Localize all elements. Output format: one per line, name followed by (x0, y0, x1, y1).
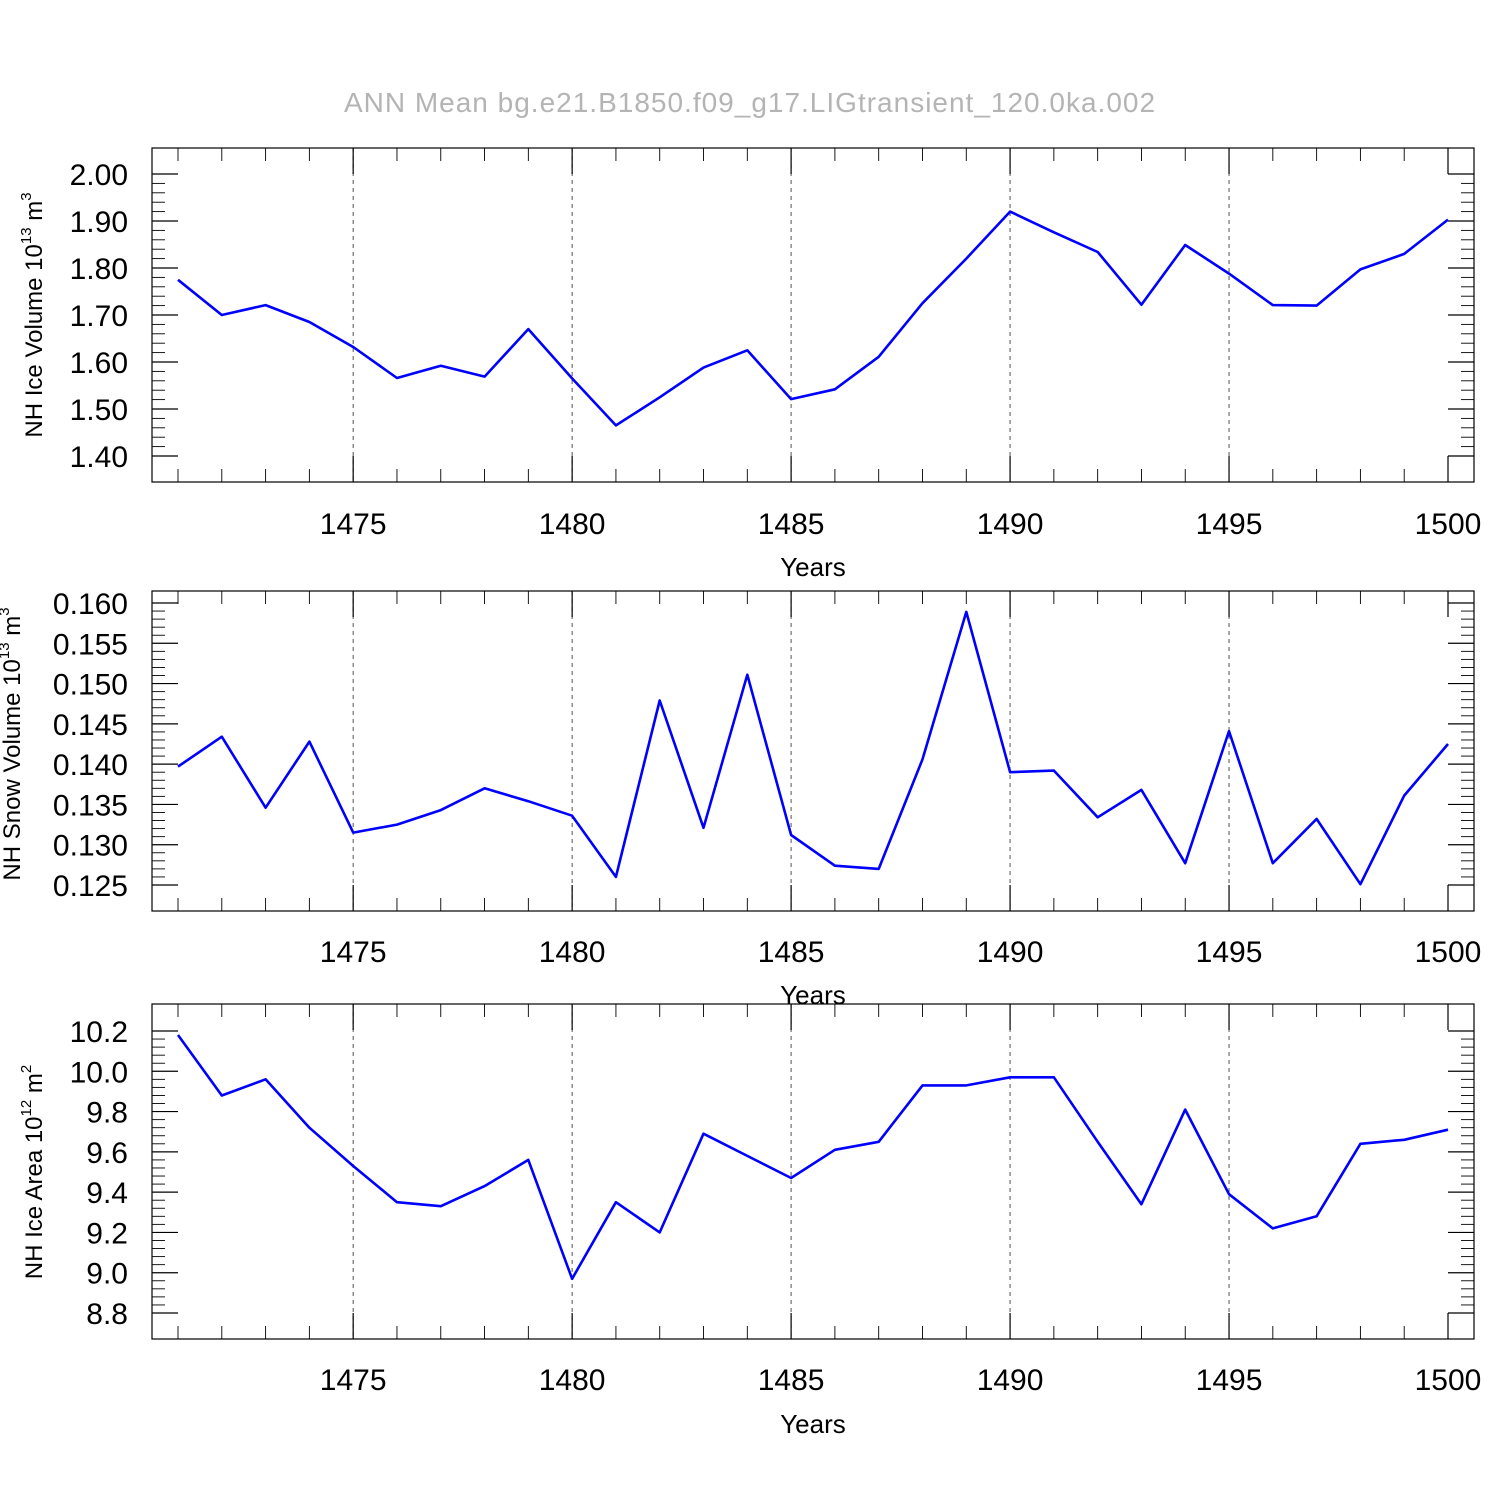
x-tick-label: 1480 (539, 1364, 606, 1397)
y-axis-label: NH Ice Area 1012 m2 (18, 1065, 48, 1279)
y-tick-label: 2.00 (70, 159, 128, 192)
x-axis-label: Years (780, 552, 846, 582)
x-tick-label: 1490 (977, 508, 1044, 541)
y-tick-label: 0.140 (53, 749, 128, 782)
y-tick-label: 9.8 (86, 1097, 128, 1130)
y-axis-label: NH Snow Volume 1013 m3 (0, 607, 26, 880)
figure-title: ANN Mean bg.e21.B1850.f09_g17.LIGtransie… (344, 87, 1156, 118)
y-tick-label: 1.70 (70, 300, 128, 333)
x-tick-label: 1475 (320, 1364, 387, 1397)
plot-frame (151, 147, 1475, 483)
x-tick-label: 1500 (1415, 936, 1482, 969)
y-tick-label: 1.80 (70, 253, 128, 286)
y-tick-label: 1.50 (70, 394, 128, 427)
y-tick-label: 10.2 (70, 1016, 128, 1049)
x-axis-label: Years (780, 1409, 846, 1439)
y-tick-label: 9.2 (86, 1217, 128, 1250)
y-tick-label: 1.40 (70, 441, 128, 474)
y-tick-label: 0.155 (53, 628, 128, 661)
y-tick-label: 0.160 (53, 588, 128, 621)
y-tick-label: 0.145 (53, 709, 128, 742)
x-tick-label: 1485 (758, 936, 825, 969)
x-tick-label: 1495 (1196, 936, 1263, 969)
x-tick-label: 1495 (1196, 1364, 1263, 1397)
series-line (177, 610, 1449, 886)
x-tick-label: 1500 (1415, 1364, 1482, 1397)
y-tick-label: 9.6 (86, 1137, 128, 1170)
x-tick-label: 1490 (977, 936, 1044, 969)
x-tick-label: 1480 (539, 936, 606, 969)
y-tick-label: 0.130 (53, 830, 128, 863)
x-tick-label: 1480 (539, 508, 606, 541)
panel-snow-volume: Years NH Snow Volume 1013 m3 0.160 0.155 0… (0, 588, 1481, 1010)
panel-ice-area: Years NH Ice Area 1012 m2 10.2 10.0 9.8 9.6… (18, 1003, 1482, 1439)
x-tick-label: 1495 (1196, 508, 1263, 541)
x-tick-label: 1490 (977, 1364, 1044, 1397)
y-tick-label: 9.0 (86, 1258, 128, 1291)
x-tick-label: 1485 (758, 508, 825, 541)
y-tick-label: 0.125 (53, 870, 128, 903)
y-tick-label: 0.135 (53, 789, 128, 822)
x-tick-label: 1500 (1415, 508, 1482, 541)
y-tick-label: 1.90 (70, 206, 128, 239)
panel-ice-volume: Years NH Ice Volume 1013 m3 2.00 1.90 1.80… (18, 147, 1482, 582)
plot-frame (151, 1003, 1475, 1340)
x-axis-label: Years (780, 980, 846, 1010)
plot-frame (151, 590, 1475, 912)
y-tick-label: 9.4 (86, 1177, 128, 1210)
x-tick-label: 1475 (320, 936, 387, 969)
y-tick-label: 10.0 (70, 1056, 128, 1089)
y-tick-label: 0.150 (53, 669, 128, 702)
series-line (177, 210, 1449, 427)
x-tick-label: 1475 (320, 508, 387, 541)
y-tick-label: 8.8 (86, 1298, 128, 1331)
series-line (176, 1034, 1449, 1281)
y-axis-label: NH Ice Volume 1013 m3 (18, 192, 48, 437)
x-tick-label: 1485 (758, 1364, 825, 1397)
y-tick-label: 1.60 (70, 347, 128, 380)
